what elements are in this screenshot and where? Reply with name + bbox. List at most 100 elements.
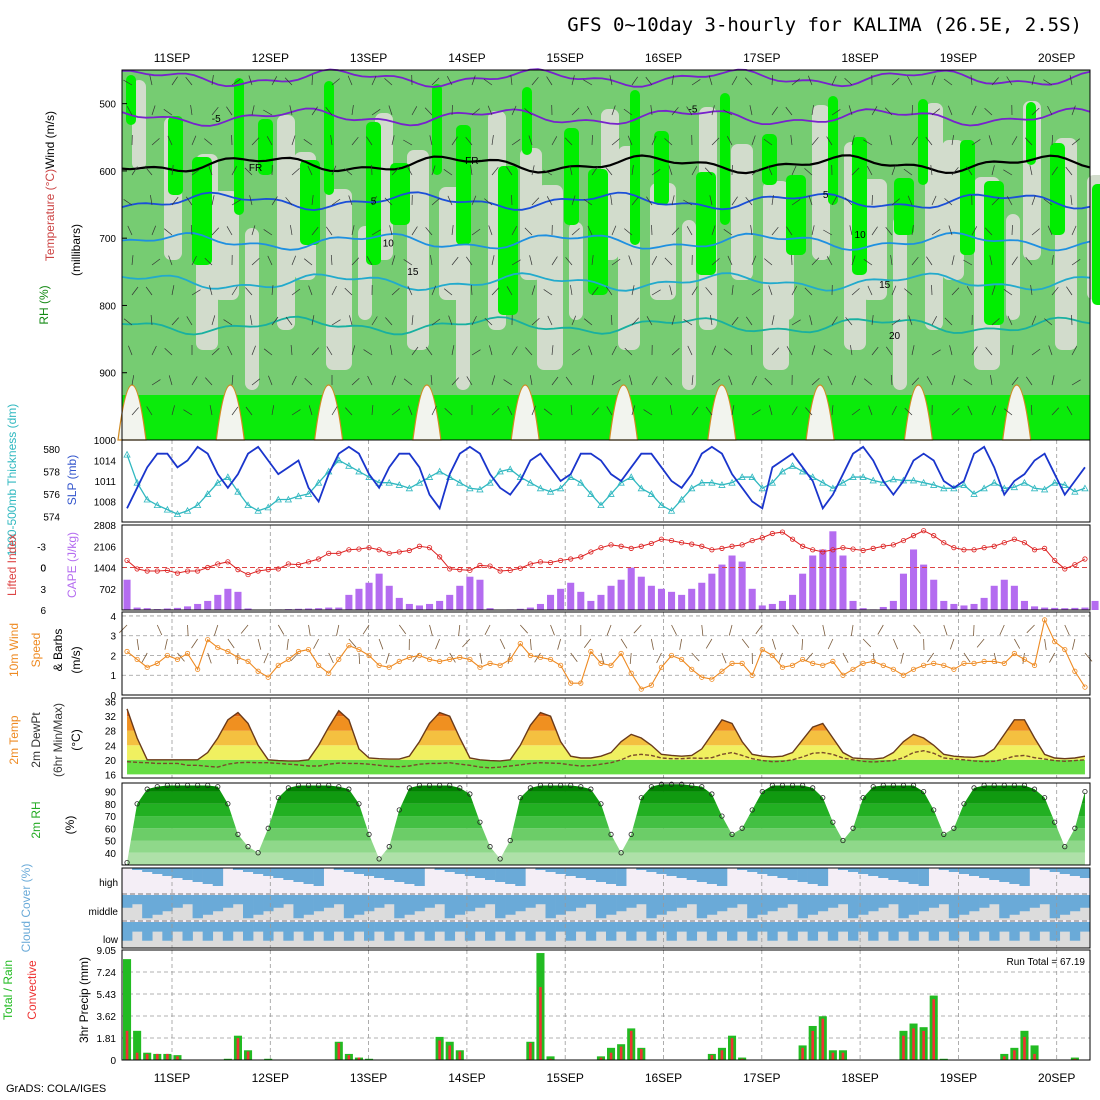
wind-barb bbox=[551, 376, 559, 386]
wind-barb bbox=[506, 166, 513, 176]
thickness-tick-label: 574 bbox=[43, 512, 60, 523]
lifted-index-marker bbox=[759, 535, 765, 541]
wind-barb bbox=[711, 137, 720, 146]
rh-marker bbox=[1042, 795, 1048, 801]
wind-barb bbox=[524, 108, 533, 116]
surface-wind-barb bbox=[827, 638, 834, 650]
wind-tick-label: 4 bbox=[110, 612, 116, 623]
cape-bar bbox=[456, 585, 464, 610]
thickness-marker bbox=[567, 473, 575, 480]
wind-barb bbox=[447, 195, 453, 206]
lifted-index-marker bbox=[578, 554, 584, 560]
precip-convective-bar bbox=[448, 1045, 452, 1060]
rh-frame bbox=[121, 782, 1091, 866]
wind-barb bbox=[150, 195, 153, 206]
cape-bar bbox=[789, 594, 797, 610]
thickness-marker bbox=[123, 450, 131, 458]
temperature-contour bbox=[121, 272, 1091, 292]
wind-barb bbox=[751, 375, 757, 386]
cloud-cell bbox=[333, 922, 345, 932]
wind-barb bbox=[191, 135, 197, 146]
wind-barb bbox=[651, 289, 661, 296]
rh-moist-pocket bbox=[696, 172, 716, 275]
wind-barb bbox=[406, 166, 413, 176]
wind-barb bbox=[465, 136, 473, 146]
thermal-plume bbox=[608, 384, 639, 441]
thickness-marker bbox=[173, 510, 182, 518]
rh-moist-pocket bbox=[126, 75, 136, 125]
wind-barb bbox=[951, 135, 954, 146]
wind-barb bbox=[811, 257, 820, 266]
wind-barb bbox=[491, 375, 496, 386]
wind-barb bbox=[331, 198, 341, 206]
lifted-index-marker bbox=[275, 566, 281, 572]
lifted-index-marker bbox=[830, 547, 836, 553]
cape-bar bbox=[567, 582, 575, 610]
surface-wind-barb bbox=[671, 624, 677, 635]
lifted-index-marker bbox=[467, 567, 473, 573]
cloud-cell bbox=[1039, 868, 1050, 870]
cloud-cell bbox=[616, 895, 627, 912]
wind-barb bbox=[807, 75, 813, 86]
lifted-index-marker bbox=[346, 547, 352, 553]
rh-marker bbox=[759, 788, 765, 795]
rh-marker bbox=[921, 788, 927, 795]
cloud-cell bbox=[989, 868, 1000, 880]
lifted-index-marker bbox=[981, 545, 987, 551]
wind-barb bbox=[849, 225, 853, 236]
wind-barb bbox=[1071, 259, 1081, 266]
precip-convective-bar bbox=[1002, 1056, 1006, 1060]
wind-barb bbox=[731, 164, 733, 176]
rh-marker bbox=[830, 819, 836, 825]
wind-barb bbox=[151, 225, 157, 236]
cloud-cell bbox=[374, 922, 385, 932]
thickness-marker bbox=[133, 478, 141, 486]
wind-barb bbox=[311, 74, 313, 86]
wind-barb bbox=[848, 105, 853, 116]
thickness-marker bbox=[869, 476, 877, 484]
wind-barb bbox=[171, 285, 175, 296]
wind-barb bbox=[645, 76, 653, 86]
rh-marker bbox=[507, 837, 513, 844]
wind-barb bbox=[448, 315, 453, 326]
rh-marker bbox=[497, 856, 503, 862]
wind-speed-marker bbox=[457, 654, 463, 661]
wind-barb bbox=[931, 316, 938, 326]
rh-band bbox=[127, 791, 1085, 804]
precip-convective-bar bbox=[145, 1053, 149, 1060]
surface-wind-barb bbox=[141, 652, 148, 663]
rh-marker bbox=[668, 781, 675, 787]
cape-bar bbox=[637, 576, 645, 610]
wind-barb bbox=[731, 196, 738, 206]
surface-wind-barb bbox=[1064, 624, 1070, 636]
cape-bar bbox=[476, 579, 484, 610]
lifted-index-marker bbox=[699, 543, 705, 549]
wind-barb bbox=[811, 137, 819, 146]
wind-speed-marker bbox=[295, 648, 302, 655]
wind-barb bbox=[851, 167, 860, 176]
wind-speed-marker bbox=[1072, 668, 1078, 674]
cloud-cell bbox=[263, 868, 274, 876]
wind-barb bbox=[163, 109, 173, 116]
wind-barb bbox=[650, 105, 653, 116]
cloud-cell bbox=[696, 922, 708, 932]
wind-barb bbox=[471, 228, 481, 236]
wind-barb bbox=[691, 375, 694, 386]
wind-barb bbox=[487, 105, 493, 116]
rh-moist-pocket bbox=[1026, 102, 1036, 165]
wind-barb bbox=[391, 167, 400, 176]
rh-dry-pocket bbox=[650, 183, 676, 300]
lifted-index-marker bbox=[900, 537, 907, 544]
wind-barb bbox=[543, 289, 553, 296]
wind-barb bbox=[711, 225, 716, 236]
cloud-cell bbox=[323, 922, 335, 941]
rh-marker bbox=[709, 791, 715, 797]
wind-speed-marker bbox=[426, 656, 433, 663]
cloud-cell bbox=[737, 868, 748, 870]
lifted-index-marker bbox=[1011, 536, 1017, 542]
cloud-cell bbox=[222, 895, 234, 908]
cloud-cell bbox=[958, 922, 970, 932]
cloud-cell bbox=[979, 895, 990, 908]
rh-marker bbox=[679, 781, 685, 787]
cloud-cell bbox=[737, 895, 748, 905]
